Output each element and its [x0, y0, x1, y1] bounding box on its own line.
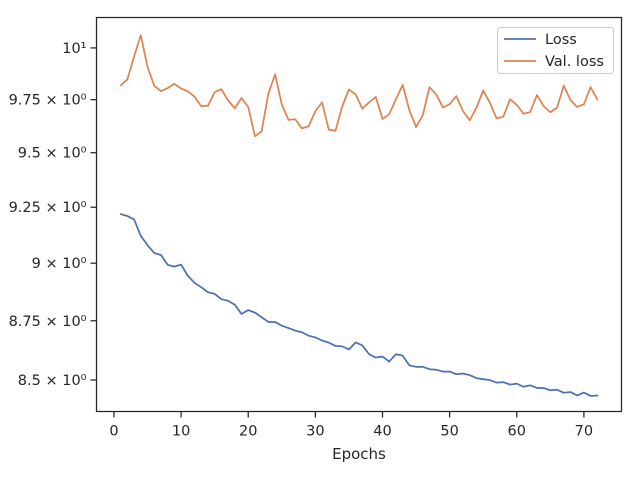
plot-frame	[95, 16, 623, 413]
y-axis: 8.5 × 10⁰ 8.75 × 10⁰ 9 × 10⁰ 9.25 × 10⁰ 9.5 …	[9, 41, 97, 389]
series-line-0	[119, 213, 599, 397]
legend-label-0: Loss	[545, 32, 577, 48]
legend-label-1: Val. loss	[545, 54, 604, 70]
legend: Loss Val. loss	[497, 27, 614, 74]
x-tick-label: 30	[306, 424, 324, 440]
x-tick-label: 60	[508, 424, 526, 440]
y-tick-label: 9.75 × 10⁰	[9, 93, 87, 109]
x-tick-label: 40	[373, 424, 391, 440]
series-line-1	[119, 34, 599, 138]
y-tick-label: 10¹	[62, 41, 86, 57]
x-tick-label: 50	[440, 424, 458, 440]
x-tick-label: 0	[109, 424, 118, 440]
series-layer	[119, 34, 599, 397]
y-tick-label: 8.75 × 10⁰	[9, 314, 87, 330]
x-axis: 0 10 20 30 40 50 60 70	[109, 411, 593, 440]
y-tick-label: 8.5 × 10⁰	[18, 373, 87, 389]
x-tick-label: 70	[575, 424, 593, 440]
y-tick-label: 9 × 10⁰	[32, 256, 87, 272]
y-tick-label: 9.5 × 10⁰	[18, 146, 87, 162]
x-tick-label: 20	[239, 424, 257, 440]
x-tick-label: 10	[172, 424, 190, 440]
x-axis-label: Epochs	[332, 445, 386, 463]
y-tick-label: 9.25 × 10⁰	[9, 200, 87, 216]
